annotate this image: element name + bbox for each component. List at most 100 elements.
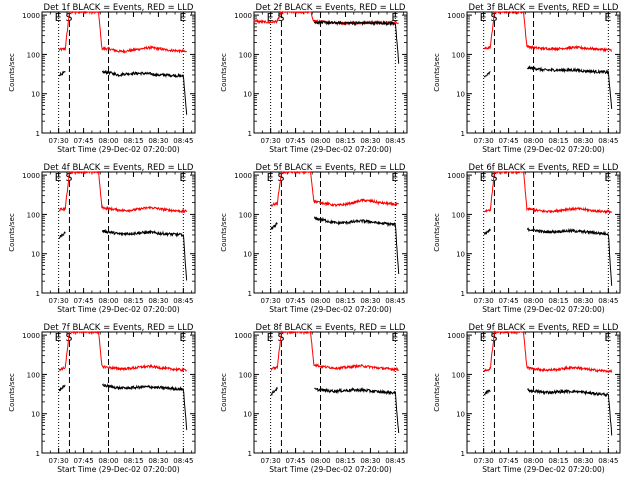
y-tick-label: 100 xyxy=(239,211,252,219)
y-tick-label: 10 xyxy=(456,251,465,259)
y-tick-label: 10 xyxy=(243,91,252,99)
y-tick-label: 1000 xyxy=(22,332,40,340)
marker-label-E: E xyxy=(179,171,186,184)
x-axis-label: Start Time (29-Dec-02 07:20:00) xyxy=(57,305,179,314)
y-axis-label: Counts/sec xyxy=(220,53,228,92)
x-axis-label: Start Time (29-Dec-02 07:20:00) xyxy=(269,305,391,314)
x-tick-label: 08:45 xyxy=(598,297,618,305)
x-tick-label: 08:00 xyxy=(310,297,330,305)
y-tick-label: 10 xyxy=(31,91,40,99)
marker-label-S: S xyxy=(277,11,284,24)
y-tick-label: 1000 xyxy=(447,332,465,340)
y-axis-label: Counts/sec xyxy=(220,213,228,252)
panel-title: Det 5f BLACK = Events, RED = LLD xyxy=(256,163,406,173)
x-tick-label: 07:45 xyxy=(285,137,305,145)
y-tick-label: 1 xyxy=(36,290,40,298)
y-axis-label: Counts/sec xyxy=(220,373,228,412)
marker-label-E: E xyxy=(480,331,487,344)
series-events-line xyxy=(58,382,188,430)
y-tick-label: 1000 xyxy=(447,12,465,20)
series-events-line xyxy=(58,228,188,281)
x-tick-label: 07:45 xyxy=(498,297,518,305)
y-tick-label: 10 xyxy=(456,91,465,99)
x-tick-label: 07:30 xyxy=(474,297,494,305)
x-tick-label: 08:30 xyxy=(573,137,593,145)
y-tick-label: 1000 xyxy=(447,172,465,180)
series-events-line xyxy=(270,386,400,434)
series-lld-line xyxy=(483,10,612,53)
x-tick-label: 08:00 xyxy=(523,137,543,145)
x-tick-label: 08:15 xyxy=(548,297,568,305)
y-axis-label: Counts/sec xyxy=(8,213,16,252)
y-tick-label: 100 xyxy=(452,211,465,219)
x-tick-label: 08:30 xyxy=(148,457,168,465)
x-tick-label: 08:00 xyxy=(98,297,118,305)
series-lld-line xyxy=(270,330,399,373)
panel-det-2: Det 2f BLACK = Events, RED = LLD Counts/s… xyxy=(220,3,408,154)
plot-frame xyxy=(466,171,621,294)
x-tick-label: 08:45 xyxy=(385,457,405,465)
x-tick-label: 08:00 xyxy=(523,457,543,465)
panel-det-4: Det 4f BLACK = Events, RED = LLD Counts/s… xyxy=(8,163,196,314)
panel-title: Det 4f BLACK = Events, RED = LLD xyxy=(44,163,194,173)
x-tick-label: 07:30 xyxy=(49,297,69,305)
marker-label-E: E xyxy=(267,331,274,344)
x-tick-label: 08:30 xyxy=(573,457,593,465)
y-axis-label: Counts/sec xyxy=(433,373,441,412)
x-tick-label: 08:45 xyxy=(385,137,405,145)
x-tick-label: 08:30 xyxy=(360,457,380,465)
marker-label-E: E xyxy=(391,11,398,24)
x-tick-label: 07:45 xyxy=(498,457,518,465)
marker-label-E: E xyxy=(179,11,186,24)
y-tick-label: 100 xyxy=(239,371,252,379)
y-tick-label: 1000 xyxy=(234,172,252,180)
x-tick-label: 08:15 xyxy=(335,457,355,465)
x-tick-label: 08:30 xyxy=(148,297,168,305)
x-tick-label: 08:30 xyxy=(573,297,593,305)
x-tick-label: 07:30 xyxy=(261,297,281,305)
panel-title: Det 1f BLACK = Events, RED = LLD xyxy=(44,3,194,13)
y-tick-label: 1 xyxy=(248,130,252,138)
plot-frame xyxy=(466,11,621,134)
x-tick-label: 07:45 xyxy=(285,297,305,305)
plot-frame xyxy=(41,11,196,134)
x-tick-label: 07:30 xyxy=(474,457,494,465)
panel-det-5: Det 5f BLACK = Events, RED = LLD Counts/s… xyxy=(220,163,408,314)
plot-frame xyxy=(253,171,408,294)
marker-label-E: E xyxy=(480,171,487,184)
x-tick-label: 07:45 xyxy=(73,297,93,305)
panel-title: Det 6f BLACK = Events, RED = LLD xyxy=(469,163,619,173)
y-tick-label: 10 xyxy=(31,411,40,419)
x-axis-label: Start Time (29-Dec-02 07:20:00) xyxy=(482,465,604,474)
x-axis-label: Start Time (29-Dec-02 07:20:00) xyxy=(57,465,179,474)
y-tick-label: 1000 xyxy=(234,12,252,20)
x-axis-label: Start Time (29-Dec-02 07:20:00) xyxy=(57,145,179,154)
panel-det-3: Det 3f BLACK = Events, RED = LLD Counts/s… xyxy=(433,3,621,154)
x-tick-label: 08:45 xyxy=(173,457,193,465)
series-lld-line xyxy=(58,331,187,373)
plot-frame xyxy=(466,331,621,454)
series-events-line xyxy=(314,19,400,64)
series-lld-line xyxy=(58,10,187,54)
marker-label-E: E xyxy=(179,331,186,344)
y-tick-label: 100 xyxy=(27,211,40,219)
y-tick-label: 1000 xyxy=(22,172,40,180)
panel-det-6: Det 6f BLACK = Events, RED = LLD Counts/s… xyxy=(433,163,621,314)
x-tick-label: 08:45 xyxy=(598,457,618,465)
panel-title: Det 8f BLACK = Events, RED = LLD xyxy=(256,323,406,333)
x-tick-label: 08:30 xyxy=(360,137,380,145)
x-tick-label: 07:45 xyxy=(73,457,93,465)
panel-title: Det 2f BLACK = Events, RED = LLD xyxy=(256,3,406,13)
y-tick-label: 10 xyxy=(456,411,465,419)
y-tick-label: 1 xyxy=(36,450,40,458)
x-tick-label: 08:00 xyxy=(310,457,330,465)
series-lld-line xyxy=(483,170,612,215)
series-events-line xyxy=(483,388,613,436)
plot-frame xyxy=(41,331,196,454)
y-tick-label: 100 xyxy=(452,371,465,379)
plot-frame xyxy=(253,11,408,134)
y-axis-label: Counts/sec xyxy=(8,53,16,92)
marker-label-E: E xyxy=(55,171,62,184)
y-axis-label: Counts/sec xyxy=(8,373,16,412)
